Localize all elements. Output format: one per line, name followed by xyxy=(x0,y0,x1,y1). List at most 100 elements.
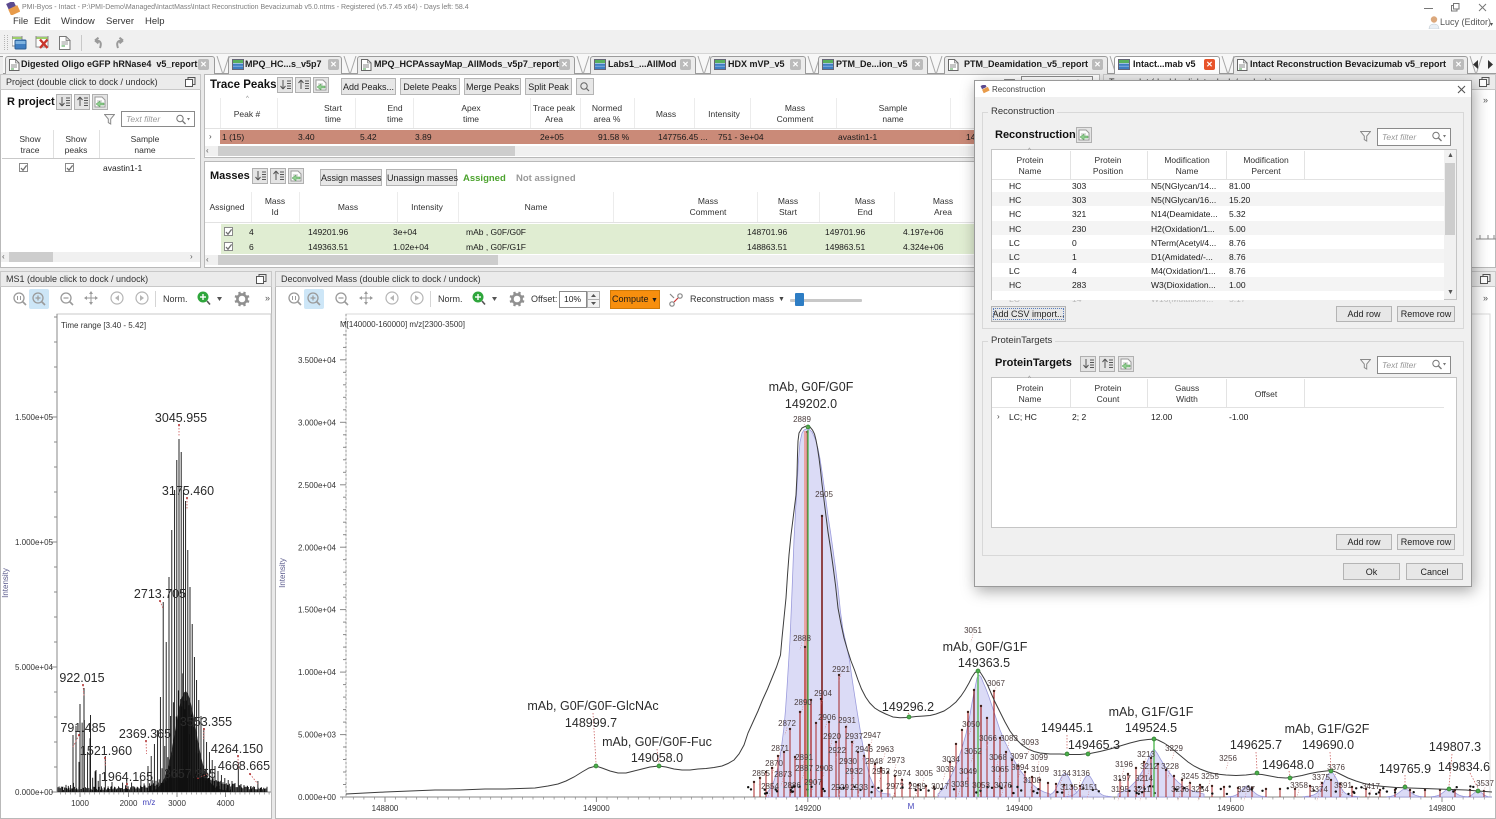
svg-text:m/z: m/z xyxy=(143,798,156,807)
svg-text:2929: 2929 xyxy=(831,783,849,792)
svg-text:3195: 3195 xyxy=(1111,785,1129,794)
svg-text:149690.0: 149690.0 xyxy=(1302,738,1354,752)
svg-text:Intensity: Intensity xyxy=(278,558,287,588)
svg-text:2930: 2930 xyxy=(839,757,857,766)
svg-text:3109: 3109 xyxy=(1031,765,1049,774)
svg-text:3196: 3196 xyxy=(1115,760,1133,769)
svg-text:2946: 2946 xyxy=(855,745,873,754)
svg-text:3066: 3066 xyxy=(979,734,997,743)
svg-text:3068: 3068 xyxy=(989,753,1007,762)
svg-text:mAb, G0F/G0F-Fuc: mAb, G0F/G0F-Fuc xyxy=(602,735,712,749)
svg-text:3212: 3212 xyxy=(1140,762,1158,771)
svg-text:3214: 3214 xyxy=(1135,774,1153,783)
svg-text:2873: 2873 xyxy=(774,770,792,779)
svg-text:3375: 3375 xyxy=(1312,773,1330,782)
svg-text:2973: 2973 xyxy=(887,756,905,765)
svg-text:2905: 2905 xyxy=(815,490,833,499)
svg-text:3553.355: 3553.355 xyxy=(180,715,232,729)
svg-text:3197: 3197 xyxy=(1113,774,1131,783)
svg-text:149058.0: 149058.0 xyxy=(631,751,683,765)
svg-text:0.000e+00: 0.000e+00 xyxy=(298,793,337,802)
svg-text:2000: 2000 xyxy=(120,799,138,808)
svg-text:2931: 2931 xyxy=(838,716,856,725)
svg-text:3034: 3034 xyxy=(942,755,960,764)
svg-text:3229: 3229 xyxy=(1165,744,1183,753)
svg-text:3.000e+04: 3.000e+04 xyxy=(298,418,337,427)
svg-text:2.500e+04: 2.500e+04 xyxy=(298,481,337,490)
svg-text:1.500e+05: 1.500e+05 xyxy=(15,413,54,422)
svg-text:2889: 2889 xyxy=(793,415,811,424)
svg-text:149400: 149400 xyxy=(1006,804,1033,813)
svg-text:5.000e+04: 5.000e+04 xyxy=(15,663,54,672)
svg-text:2.000e+04: 2.000e+04 xyxy=(298,543,337,552)
svg-text:1.000e+05: 1.000e+05 xyxy=(15,538,54,547)
svg-text:2974: 2974 xyxy=(893,769,911,778)
svg-text:3049: 3049 xyxy=(959,767,977,776)
svg-text:mAb, G0F/G0F-GlcNAc: mAb, G0F/G0F-GlcNAc xyxy=(527,699,658,713)
svg-text:4000: 4000 xyxy=(217,799,235,808)
svg-text:3017: 3017 xyxy=(931,782,949,791)
svg-text:3076: 3076 xyxy=(994,781,1012,790)
svg-text:2920: 2920 xyxy=(823,732,841,741)
svg-text:2871: 2871 xyxy=(771,744,789,753)
svg-text:mAb, G1F/G1F: mAb, G1F/G1F xyxy=(1109,705,1194,719)
svg-text:2922: 2922 xyxy=(828,746,846,755)
svg-text:3391: 3391 xyxy=(1334,781,1352,790)
svg-text:149445.1: 149445.1 xyxy=(1041,721,1093,735)
svg-text:3228: 3228 xyxy=(1161,762,1179,771)
svg-text:149465.3: 149465.3 xyxy=(1068,738,1120,752)
svg-text:1.500e+04: 1.500e+04 xyxy=(298,606,337,615)
svg-text:149600: 149600 xyxy=(1217,804,1244,813)
svg-text:791.485: 791.485 xyxy=(60,721,105,735)
svg-text:2933: 2933 xyxy=(850,783,868,792)
svg-text:3053: 3053 xyxy=(972,781,990,790)
svg-text:2947: 2947 xyxy=(863,731,881,740)
svg-text:2963: 2963 xyxy=(876,745,894,754)
svg-text:149200: 149200 xyxy=(794,804,821,813)
svg-text:3093: 3093 xyxy=(1021,738,1039,747)
svg-text:3094: 3094 xyxy=(1011,763,1029,772)
svg-text:2904: 2904 xyxy=(814,689,832,698)
svg-text:2932: 2932 xyxy=(845,767,863,776)
svg-text:149625.7: 149625.7 xyxy=(1230,738,1282,752)
svg-text:149363.5: 149363.5 xyxy=(958,656,1010,670)
svg-text:2948: 2948 xyxy=(865,757,883,766)
svg-text:2989: 2989 xyxy=(908,782,926,791)
svg-text:2887: 2887 xyxy=(795,764,813,773)
svg-text:149765.9: 149765.9 xyxy=(1379,762,1431,776)
svg-text:3358: 3358 xyxy=(1290,781,1308,790)
svg-text:3052: 3052 xyxy=(964,747,982,756)
svg-text:Time range [3.40 - 5.42]: Time range [3.40 - 5.42] xyxy=(61,321,146,330)
svg-text:2907: 2907 xyxy=(804,778,822,787)
svg-text:3537: 3537 xyxy=(1476,779,1494,788)
svg-text:mAb, G1F/G2F: mAb, G1F/G2F xyxy=(1285,722,1370,736)
svg-text:3417: 3417 xyxy=(1362,782,1380,791)
svg-text:3035: 3035 xyxy=(951,780,969,789)
svg-text:2906: 2906 xyxy=(818,713,836,722)
svg-text:2972: 2972 xyxy=(886,782,904,791)
svg-text:3005: 3005 xyxy=(915,769,933,778)
svg-text:3108: 3108 xyxy=(1023,776,1041,785)
svg-text:4668.665: 4668.665 xyxy=(218,759,270,773)
svg-text:5.000e+03: 5.000e+03 xyxy=(298,731,337,740)
svg-text:2713.705: 2713.705 xyxy=(134,587,186,601)
svg-text:3135: 3135 xyxy=(1060,783,1078,792)
svg-text:149834.6: 149834.6 xyxy=(1438,760,1490,774)
svg-text:3255: 3255 xyxy=(1201,772,1219,781)
svg-text:3245: 3245 xyxy=(1181,772,1199,781)
svg-text:3045.955: 3045.955 xyxy=(155,411,207,425)
svg-text:M: M xyxy=(908,802,915,811)
svg-text:922.015: 922.015 xyxy=(59,671,104,685)
svg-text:2872: 2872 xyxy=(778,719,796,728)
svg-text:149202.0: 149202.0 xyxy=(785,397,837,411)
svg-text:3099: 3099 xyxy=(1030,753,1048,762)
svg-text:3000: 3000 xyxy=(168,799,186,808)
svg-text:2369.365: 2369.365 xyxy=(119,727,171,741)
svg-text:mAb, G0F/G1F: mAb, G0F/G1F xyxy=(943,640,1028,654)
svg-text:2891: 2891 xyxy=(795,753,813,762)
svg-text:2937: 2937 xyxy=(845,732,863,741)
svg-text:3213: 3213 xyxy=(1137,750,1155,759)
svg-text:3134: 3134 xyxy=(1053,769,1071,778)
svg-text:3083: 3083 xyxy=(1000,734,1018,743)
svg-text:3236: 3236 xyxy=(1171,785,1189,794)
